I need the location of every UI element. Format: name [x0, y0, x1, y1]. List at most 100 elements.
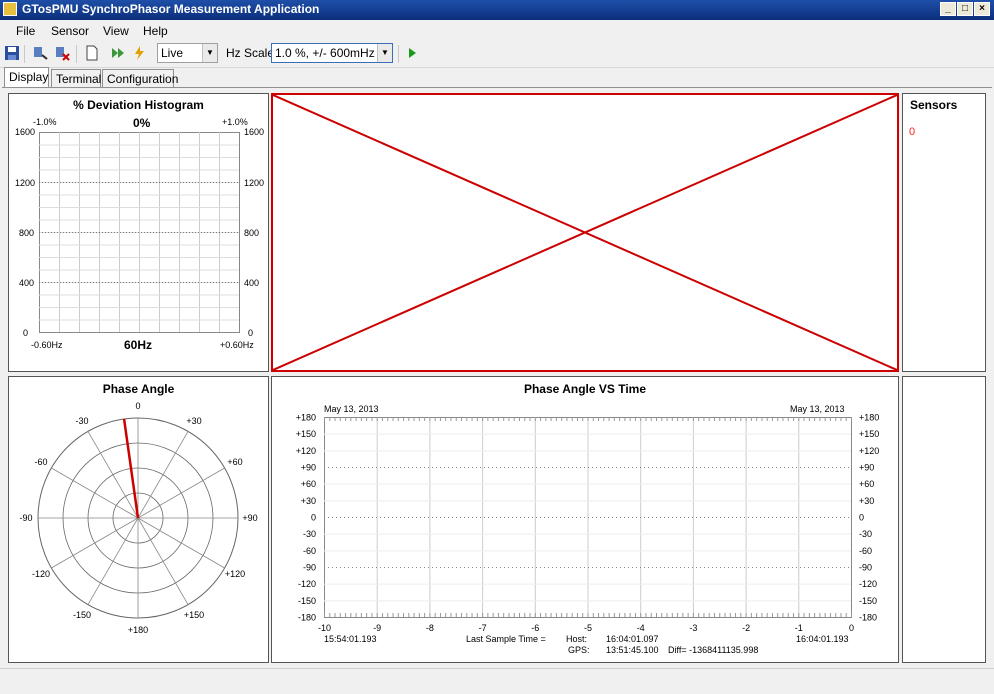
- tab-display[interactable]: Display: [4, 67, 49, 88]
- time-x-tick: -6: [531, 623, 539, 633]
- mode-select-value: Live: [161, 46, 184, 60]
- menu-bar: File Sensor View Help: [0, 21, 994, 41]
- sensor-value[interactable]: 0: [909, 126, 916, 138]
- title-bar: GTosPMU SynchroPhasor Measurement Applic…: [0, 0, 994, 20]
- hz-scale-select[interactable]: 1.0 %, +/- 600mHz ▼: [271, 43, 393, 63]
- chevron-down-icon: ▼: [377, 44, 392, 62]
- tab-configuration[interactable]: Configuration: [102, 69, 178, 87]
- polar-spoke: [137, 517, 189, 605]
- time-x-tick: -3: [689, 623, 697, 633]
- histogram-ytick-right: 1600: [244, 127, 265, 137]
- polar-plot: 0 +30 +60 +90 +120 +150 +180 -150 -120 -90 -60 -30: [19, 401, 257, 635]
- menu-help[interactable]: Help: [143, 24, 168, 38]
- gps-time: 13:51:45.100: [606, 645, 659, 655]
- time-y-tick-left: +150: [296, 429, 316, 439]
- histogram-bottom-right: +0.60Hz: [220, 340, 254, 350]
- histogram-ytick-left: 400: [19, 278, 35, 288]
- toolbar: Live ▼ Hz Scale 1.0 %, +/- 600mHz ▼: [0, 41, 994, 68]
- diff-text: Diff= -1368411135.998: [668, 645, 759, 655]
- histogram-title: % Deviation Histogram: [73, 98, 204, 112]
- polar-angle-label: +180: [128, 625, 148, 635]
- time-x-tick: -2: [742, 623, 750, 633]
- histogram-ytick-right: 0: [248, 328, 254, 338]
- play-icon[interactable]: [404, 45, 420, 61]
- menu-sensor[interactable]: Sensor: [51, 24, 90, 38]
- maximize-button[interactable]: □: [957, 2, 973, 16]
- histogram-grid: [39, 132, 240, 333]
- time-y-tick-right: -30: [859, 529, 872, 539]
- time-x-tick: -10: [318, 623, 331, 633]
- histogram-ytick-left: 0: [23, 328, 29, 338]
- polar-angle-label: -90: [19, 513, 32, 523]
- phase-time-title: Phase Angle VS Time: [523, 382, 647, 396]
- close-button[interactable]: ×: [974, 2, 990, 16]
- tab-terminal[interactable]: Terminal: [51, 69, 101, 87]
- time-y-tick-left: 0: [311, 513, 316, 523]
- time-y-tick-left: +60: [301, 479, 316, 489]
- histogram-panel: % Deviation Histogram -1.0% 0% +1.0% 160…: [8, 93, 269, 372]
- date-left: May 13, 2013: [324, 404, 379, 414]
- fast-forward-icon[interactable]: [110, 45, 126, 61]
- disconnect-sensor-icon[interactable]: [54, 45, 70, 61]
- time-y-tick-right: -150: [859, 596, 877, 606]
- connect-sensor-icon[interactable]: [32, 45, 48, 61]
- histogram-ytick-right: 400: [244, 278, 260, 288]
- time-right: 16:04:01.193: [796, 634, 849, 644]
- hz-scale-label: Hz Scale: [226, 46, 275, 60]
- time-x-tick: -1: [795, 623, 803, 633]
- time-y-tick-left: +180: [296, 413, 316, 423]
- polar-angle-label: +90: [242, 513, 257, 523]
- time-x-tick: -9: [373, 623, 381, 633]
- time-y-tick-right: -60: [859, 546, 872, 556]
- new-file-icon[interactable]: [84, 45, 100, 61]
- histogram-ytick-right: 1200: [244, 178, 265, 188]
- time-y-tick-right: +90: [859, 463, 874, 473]
- histogram-ytick-right: 800: [244, 228, 260, 238]
- time-left: 15:54:01.193: [324, 634, 377, 644]
- time-y-tick-left: -60: [303, 546, 316, 556]
- polar-angle-label: +30: [186, 416, 201, 426]
- polar-angle-label: -60: [34, 457, 47, 467]
- time-x-tick: -5: [584, 623, 592, 633]
- time-y-tick-right: 0: [859, 513, 864, 523]
- chevron-down-icon: ▼: [202, 44, 217, 62]
- polar-spoke: [51, 467, 139, 519]
- mode-select[interactable]: Live ▼: [157, 43, 218, 63]
- histogram-ytick-left: 1600: [15, 127, 36, 137]
- time-y-tick-left: +30: [301, 496, 316, 506]
- phase-time-plot: -10 -9 -8 -7 -6 -5 -4 -3 -2 -1 0+180 +180+150 +150+1…: [296, 413, 880, 634]
- time-y-tick-left: -180: [298, 613, 316, 623]
- trigger-icon[interactable]: [132, 45, 148, 61]
- polar-angle-label: +120: [225, 569, 245, 579]
- time-y-tick-right: +30: [859, 496, 874, 506]
- histogram-ytick-left: 1200: [15, 178, 36, 188]
- histogram-ytick-left: 800: [19, 228, 35, 238]
- time-x-tick: 0: [849, 623, 854, 633]
- polar-spoke: [51, 517, 139, 569]
- app-icon: [3, 2, 17, 16]
- histogram-top-center: 0%: [133, 116, 151, 130]
- polar-angle-label: -150: [73, 610, 91, 620]
- histogram-top-left: -1.0%: [33, 117, 57, 127]
- polar-angle-label: -30: [75, 416, 88, 426]
- polar-angle-label: +150: [184, 610, 204, 620]
- hz-scale-value: 1.0 %, +/- 600mHz: [275, 46, 375, 60]
- phase-angle-title: Phase Angle: [102, 382, 175, 396]
- missing-image-placeholder: [271, 93, 899, 372]
- save-icon[interactable]: [4, 45, 20, 61]
- polar-spoke: [137, 517, 225, 569]
- time-y-tick-right: -90: [859, 563, 872, 573]
- window-title: GTosPMU SynchroPhasor Measurement Applic…: [22, 2, 320, 16]
- date-right: May 13, 2013: [790, 404, 845, 414]
- histogram-bottom-center: 60Hz: [124, 338, 153, 352]
- polar-spoke: [137, 467, 225, 519]
- sensors-title: Sensors: [910, 98, 958, 112]
- menu-file[interactable]: File: [16, 24, 36, 38]
- time-x-tick: -7: [479, 623, 487, 633]
- menu-view[interactable]: View: [103, 24, 129, 38]
- time-y-tick-right: -180: [859, 613, 877, 623]
- host-time: 16:04:01.097: [606, 634, 659, 644]
- polar-angle-label: -120: [32, 569, 50, 579]
- minimize-button[interactable]: _: [940, 2, 956, 16]
- polar-angle-label: +60: [227, 457, 242, 467]
